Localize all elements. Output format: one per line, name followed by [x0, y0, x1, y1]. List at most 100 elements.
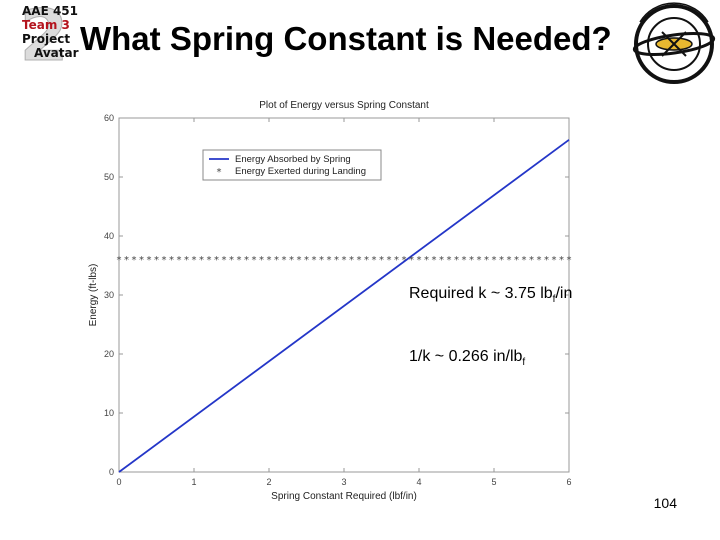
logo-team: Team 3 — [22, 18, 70, 32]
marker-energy-exerted: * — [296, 255, 302, 266]
marker-energy-exerted: * — [236, 255, 242, 266]
marker-energy-exerted: * — [513, 255, 519, 266]
page-number: 104 — [653, 495, 677, 511]
legend-box — [202, 149, 382, 181]
marker-energy-exerted: * — [146, 255, 152, 266]
marker-energy-exerted: * — [153, 255, 159, 266]
marker-energy-exerted: * — [453, 255, 459, 266]
x-tick-label: 1 — [191, 477, 196, 487]
marker-energy-exerted: * — [566, 255, 572, 266]
marker-energy-exerted: * — [281, 255, 287, 266]
marker-energy-exerted: * — [191, 255, 197, 266]
inverse-k-annotation: 1/k ~ 0.266 in/lbf — [409, 348, 525, 368]
marker-energy-exerted: * — [288, 255, 294, 266]
marker-energy-exerted: * — [498, 255, 504, 266]
x-tick-label: 4 — [416, 477, 421, 487]
legend-swatch-marker: * — [216, 167, 222, 178]
logo-course: AAE 451 — [22, 4, 78, 18]
marker-energy-exerted: * — [138, 255, 144, 266]
marker-energy-exerted: * — [303, 255, 309, 266]
marker-energy-exerted: * — [311, 255, 317, 266]
marker-energy-exerted: * — [213, 255, 219, 266]
y-tick-label: 0 — [109, 467, 114, 477]
marker-energy-exerted: * — [386, 255, 392, 266]
y-tick-label: 60 — [104, 113, 114, 123]
marker-energy-exerted: * — [401, 255, 407, 266]
marker-energy-exerted: * — [378, 255, 384, 266]
marker-energy-exerted: * — [521, 255, 527, 266]
team-logo-graphic: 2 — [19, 2, 69, 66]
marker-energy-exerted: * — [363, 255, 369, 266]
logo-avatar: Avatar — [34, 46, 79, 60]
marker-energy-exerted: * — [528, 255, 534, 266]
required-k-unit: /in — [555, 285, 573, 302]
marker-energy-exerted: * — [333, 255, 339, 266]
marker-energy-exerted: * — [438, 255, 444, 266]
marker-energy-exerted: * — [491, 255, 497, 266]
marker-energy-exerted: * — [258, 255, 264, 266]
marker-energy-exerted: * — [243, 255, 249, 266]
chart-series: * * * * * * * * * * * * * * * * * * * * * * * * * * * * * * * * * * * * * * * *… — [116, 139, 572, 473]
marker-energy-exerted: * — [168, 255, 174, 266]
marker-energy-exerted: * — [116, 255, 122, 266]
marker-energy-exerted: * — [221, 255, 227, 266]
marker-energy-exerted: * — [558, 255, 564, 266]
marker-energy-exerted: * — [183, 255, 189, 266]
marker-energy-exerted: * — [228, 255, 234, 266]
marker-energy-exerted: * — [318, 255, 324, 266]
marker-energy-exerted: * — [423, 255, 429, 266]
marker-energy-exerted: * — [483, 255, 489, 266]
x-tick-label: 6 — [566, 477, 571, 487]
marker-energy-exerted: * — [161, 255, 167, 266]
series-line-energy-absorbed — [118, 139, 570, 473]
marker-energy-exerted: * — [326, 255, 332, 266]
inverse-k-subscript: f — [522, 357, 526, 369]
marker-energy-exerted: * — [371, 255, 377, 266]
marker-energy-exerted: * — [266, 255, 272, 266]
logo-project: Project — [22, 32, 71, 46]
marker-energy-exerted: * — [543, 255, 549, 266]
y-tick-label: 30 — [104, 290, 114, 300]
legend-label: Energy Absorbed by Spring — [235, 154, 351, 165]
marker-energy-exerted: * — [551, 255, 557, 266]
x-tick-label: 5 — [491, 477, 496, 487]
required-k-annotation: Required k ~ 3.75 lbf/in — [409, 285, 572, 305]
y-axis-label: Energy (ft-lbs) — [88, 264, 99, 327]
marker-energy-exerted: * — [431, 255, 437, 266]
inverse-k-text: 1/k ~ 0.266 in/lb — [409, 348, 523, 365]
marker-energy-exerted: * — [476, 255, 482, 266]
marker-energy-exerted: * — [341, 255, 347, 266]
chart-legend: Energy Absorbed by Spring * Energy Exerted… — [202, 149, 382, 181]
marker-energy-exerted: * — [506, 255, 512, 266]
y-tick-label: 20 — [104, 349, 114, 359]
svg-text:2: 2 — [20, 2, 69, 66]
x-tick-label: 3 — [341, 477, 346, 487]
required-k-subscript: f — [552, 294, 556, 306]
marker-energy-exerted: * — [446, 255, 452, 266]
x-tick-label: 0 — [116, 477, 121, 487]
marker-energy-exerted: * — [468, 255, 474, 266]
marker-energy-exerted: * — [123, 255, 129, 266]
marker-energy-exerted: * — [176, 255, 182, 266]
slide-title: What Spring Constant is Needed? — [80, 20, 612, 57]
marker-energy-exerted: * — [356, 255, 362, 266]
y-tick-label: 40 — [104, 231, 114, 241]
team-logo: 2 AAE 451 Team 3 Project Avatar — [4, 2, 84, 66]
marker-energy-exerted: * — [416, 255, 422, 266]
marker-energy-exerted: * — [408, 255, 414, 266]
marker-energy-exerted: * — [251, 255, 257, 266]
marker-energy-exerted: * — [348, 255, 354, 266]
marker-energy-exerted: * — [206, 255, 212, 266]
marker-energy-exerted: * — [461, 255, 467, 266]
required-k-text: Required k ~ 3.75 lb — [409, 285, 553, 302]
marker-energy-exerted: * — [273, 255, 279, 266]
marker-energy-exerted: * — [131, 255, 137, 266]
chart-title: Plot of Energy versus Spring Constant — [259, 100, 429, 111]
marker-energy-exerted: * — [198, 255, 204, 266]
legend-label: Energy Exerted during Landing — [235, 166, 366, 177]
x-tick-label: 2 — [266, 477, 271, 487]
marker-energy-exerted: * — [393, 255, 399, 266]
x-axis-label: Spring Constant Required (lbf/in) — [271, 491, 417, 502]
